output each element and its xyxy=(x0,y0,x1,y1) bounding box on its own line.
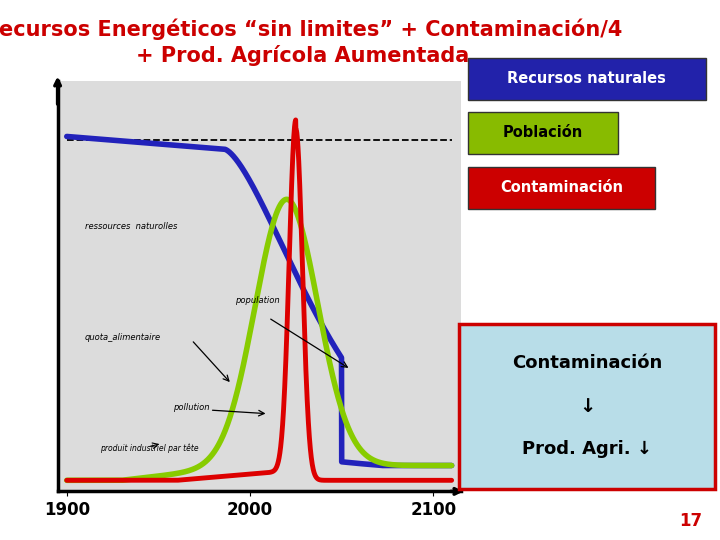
Text: Contaminación: Contaminación xyxy=(500,180,623,195)
Text: 17: 17 xyxy=(679,512,702,530)
Text: ↓: ↓ xyxy=(579,397,595,416)
Text: population: population xyxy=(235,296,280,305)
Text: Población: Población xyxy=(503,125,583,140)
Text: Prod. Agri. ↓: Prod. Agri. ↓ xyxy=(522,441,652,458)
Text: Recursos Energéticos “sin limites” + Contaminación/4
+ Prod. Agrícola Aumentada: Recursos Energéticos “sin limites” + Con… xyxy=(0,19,622,66)
Text: Recursos naturales: Recursos naturales xyxy=(508,71,666,86)
Text: pollution: pollution xyxy=(173,403,210,412)
Text: quota_alimentaire: quota_alimentaire xyxy=(85,333,161,342)
Text: produit industriel par tête: produit industriel par tête xyxy=(100,443,199,453)
Text: Contaminación: Contaminación xyxy=(512,354,662,372)
Text: ressources  naturolles: ressources naturolles xyxy=(85,222,177,231)
